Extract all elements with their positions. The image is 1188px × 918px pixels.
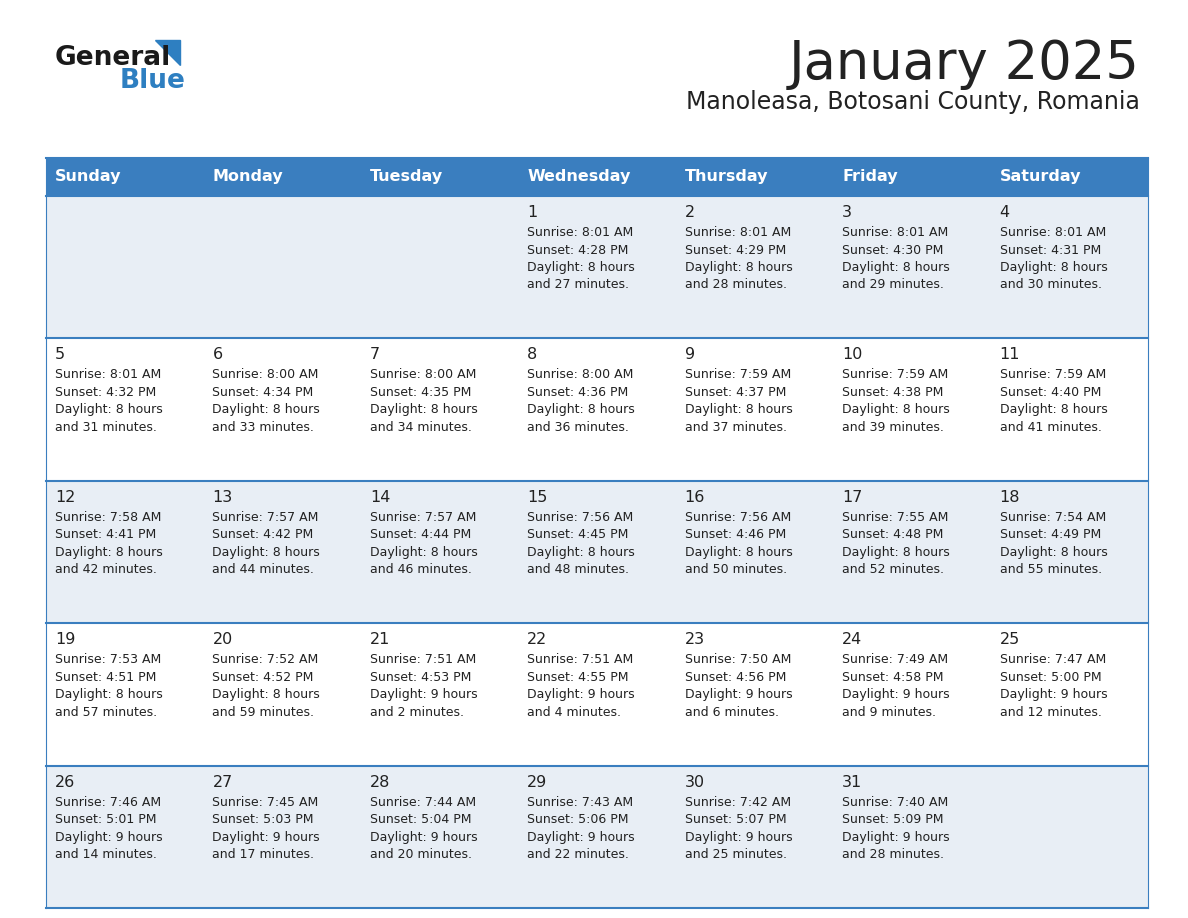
Text: 25: 25 <box>999 633 1019 647</box>
Text: 9: 9 <box>684 347 695 363</box>
Text: Sunrise: 7:57 AM
Sunset: 4:44 PM
Daylight: 8 hours
and 46 minutes.: Sunrise: 7:57 AM Sunset: 4:44 PM Dayligh… <box>369 510 478 577</box>
Text: 5: 5 <box>55 347 65 363</box>
Text: Sunrise: 7:44 AM
Sunset: 5:04 PM
Daylight: 9 hours
and 20 minutes.: Sunrise: 7:44 AM Sunset: 5:04 PM Dayligh… <box>369 796 478 861</box>
Text: 15: 15 <box>527 490 548 505</box>
Text: Sunrise: 7:54 AM
Sunset: 4:49 PM
Daylight: 8 hours
and 55 minutes.: Sunrise: 7:54 AM Sunset: 4:49 PM Dayligh… <box>999 510 1107 577</box>
Text: Sunrise: 8:01 AM
Sunset: 4:29 PM
Daylight: 8 hours
and 28 minutes.: Sunrise: 8:01 AM Sunset: 4:29 PM Dayligh… <box>684 226 792 292</box>
Text: Sunrise: 7:59 AM
Sunset: 4:37 PM
Daylight: 8 hours
and 37 minutes.: Sunrise: 7:59 AM Sunset: 4:37 PM Dayligh… <box>684 368 792 434</box>
Text: Sunrise: 8:00 AM
Sunset: 4:34 PM
Daylight: 8 hours
and 33 minutes.: Sunrise: 8:00 AM Sunset: 4:34 PM Dayligh… <box>213 368 321 434</box>
Bar <box>46 481 1148 623</box>
Text: Sunrise: 7:59 AM
Sunset: 4:38 PM
Daylight: 8 hours
and 39 minutes.: Sunrise: 7:59 AM Sunset: 4:38 PM Dayligh… <box>842 368 950 434</box>
Text: 6: 6 <box>213 347 222 363</box>
Bar <box>676 158 833 196</box>
Text: Sunrise: 7:49 AM
Sunset: 4:58 PM
Daylight: 9 hours
and 9 minutes.: Sunrise: 7:49 AM Sunset: 4:58 PM Dayligh… <box>842 654 949 719</box>
Text: General: General <box>55 45 171 71</box>
Bar <box>991 158 1148 196</box>
Text: 3: 3 <box>842 205 852 220</box>
Text: Sunrise: 7:40 AM
Sunset: 5:09 PM
Daylight: 9 hours
and 28 minutes.: Sunrise: 7:40 AM Sunset: 5:09 PM Dayligh… <box>842 796 949 861</box>
Text: Sunday: Sunday <box>55 170 121 185</box>
Text: Sunrise: 7:50 AM
Sunset: 4:56 PM
Daylight: 9 hours
and 6 minutes.: Sunrise: 7:50 AM Sunset: 4:56 PM Dayligh… <box>684 654 792 719</box>
Bar <box>46 339 1148 481</box>
Text: 16: 16 <box>684 490 706 505</box>
Text: Sunrise: 7:51 AM
Sunset: 4:53 PM
Daylight: 9 hours
and 2 minutes.: Sunrise: 7:51 AM Sunset: 4:53 PM Dayligh… <box>369 654 478 719</box>
Text: Sunrise: 7:45 AM
Sunset: 5:03 PM
Daylight: 9 hours
and 17 minutes.: Sunrise: 7:45 AM Sunset: 5:03 PM Dayligh… <box>213 796 320 861</box>
Text: 11: 11 <box>999 347 1020 363</box>
Text: 12: 12 <box>55 490 75 505</box>
Text: Sunrise: 7:55 AM
Sunset: 4:48 PM
Daylight: 8 hours
and 52 minutes.: Sunrise: 7:55 AM Sunset: 4:48 PM Dayligh… <box>842 510 950 577</box>
Text: 14: 14 <box>369 490 390 505</box>
Text: 22: 22 <box>527 633 548 647</box>
Text: Sunrise: 8:01 AM
Sunset: 4:32 PM
Daylight: 8 hours
and 31 minutes.: Sunrise: 8:01 AM Sunset: 4:32 PM Dayligh… <box>55 368 163 434</box>
Text: Sunrise: 7:42 AM
Sunset: 5:07 PM
Daylight: 9 hours
and 25 minutes.: Sunrise: 7:42 AM Sunset: 5:07 PM Dayligh… <box>684 796 792 861</box>
Text: Sunrise: 7:43 AM
Sunset: 5:06 PM
Daylight: 9 hours
and 22 minutes.: Sunrise: 7:43 AM Sunset: 5:06 PM Dayligh… <box>527 796 634 861</box>
Bar <box>46 766 1148 908</box>
Text: Sunrise: 8:00 AM
Sunset: 4:35 PM
Daylight: 8 hours
and 34 minutes.: Sunrise: 8:00 AM Sunset: 4:35 PM Dayligh… <box>369 368 478 434</box>
Text: 13: 13 <box>213 490 233 505</box>
Text: 17: 17 <box>842 490 862 505</box>
Bar <box>46 158 203 196</box>
Text: 7: 7 <box>369 347 380 363</box>
Text: Sunrise: 7:46 AM
Sunset: 5:01 PM
Daylight: 9 hours
and 14 minutes.: Sunrise: 7:46 AM Sunset: 5:01 PM Dayligh… <box>55 796 163 861</box>
Text: 4: 4 <box>999 205 1010 220</box>
Text: Manoleasa, Botosani County, Romania: Manoleasa, Botosani County, Romania <box>687 90 1140 114</box>
Text: Sunrise: 8:01 AM
Sunset: 4:28 PM
Daylight: 8 hours
and 27 minutes.: Sunrise: 8:01 AM Sunset: 4:28 PM Dayligh… <box>527 226 636 292</box>
Text: Sunrise: 7:56 AM
Sunset: 4:45 PM
Daylight: 8 hours
and 48 minutes.: Sunrise: 7:56 AM Sunset: 4:45 PM Dayligh… <box>527 510 636 577</box>
Text: Sunrise: 7:58 AM
Sunset: 4:41 PM
Daylight: 8 hours
and 42 minutes.: Sunrise: 7:58 AM Sunset: 4:41 PM Dayligh… <box>55 510 163 577</box>
Text: 18: 18 <box>999 490 1020 505</box>
Text: Sunrise: 7:59 AM
Sunset: 4:40 PM
Daylight: 8 hours
and 41 minutes.: Sunrise: 7:59 AM Sunset: 4:40 PM Dayligh… <box>999 368 1107 434</box>
Text: 19: 19 <box>55 633 75 647</box>
Text: Saturday: Saturday <box>999 170 1081 185</box>
Text: Sunrise: 7:53 AM
Sunset: 4:51 PM
Daylight: 8 hours
and 57 minutes.: Sunrise: 7:53 AM Sunset: 4:51 PM Dayligh… <box>55 654 163 719</box>
Bar <box>46 623 1148 766</box>
Text: Tuesday: Tuesday <box>369 170 443 185</box>
Polygon shape <box>154 40 181 65</box>
Text: 31: 31 <box>842 775 862 789</box>
Text: Sunrise: 7:57 AM
Sunset: 4:42 PM
Daylight: 8 hours
and 44 minutes.: Sunrise: 7:57 AM Sunset: 4:42 PM Dayligh… <box>213 510 321 577</box>
Text: 27: 27 <box>213 775 233 789</box>
Text: 23: 23 <box>684 633 704 647</box>
Text: 2: 2 <box>684 205 695 220</box>
Bar <box>46 196 1148 339</box>
Text: 1: 1 <box>527 205 537 220</box>
Text: Monday: Monday <box>213 170 283 185</box>
Text: Friday: Friday <box>842 170 898 185</box>
Text: Sunrise: 7:47 AM
Sunset: 5:00 PM
Daylight: 9 hours
and 12 minutes.: Sunrise: 7:47 AM Sunset: 5:00 PM Dayligh… <box>999 654 1107 719</box>
Text: Blue: Blue <box>120 68 185 94</box>
Text: Sunrise: 8:00 AM
Sunset: 4:36 PM
Daylight: 8 hours
and 36 minutes.: Sunrise: 8:00 AM Sunset: 4:36 PM Dayligh… <box>527 368 636 434</box>
Text: Thursday: Thursday <box>684 170 769 185</box>
Text: 20: 20 <box>213 633 233 647</box>
Bar <box>203 158 361 196</box>
Text: 29: 29 <box>527 775 548 789</box>
Text: 28: 28 <box>369 775 390 789</box>
Text: 8: 8 <box>527 347 537 363</box>
Bar <box>833 158 991 196</box>
Text: January 2025: January 2025 <box>789 38 1140 90</box>
Text: Sunrise: 7:51 AM
Sunset: 4:55 PM
Daylight: 9 hours
and 4 minutes.: Sunrise: 7:51 AM Sunset: 4:55 PM Dayligh… <box>527 654 634 719</box>
Text: 21: 21 <box>369 633 390 647</box>
Bar <box>518 158 676 196</box>
Text: 30: 30 <box>684 775 704 789</box>
Text: Sunrise: 8:01 AM
Sunset: 4:31 PM
Daylight: 8 hours
and 30 minutes.: Sunrise: 8:01 AM Sunset: 4:31 PM Dayligh… <box>999 226 1107 292</box>
Text: Wednesday: Wednesday <box>527 170 631 185</box>
Text: Sunrise: 7:56 AM
Sunset: 4:46 PM
Daylight: 8 hours
and 50 minutes.: Sunrise: 7:56 AM Sunset: 4:46 PM Dayligh… <box>684 510 792 577</box>
Text: 10: 10 <box>842 347 862 363</box>
Text: 26: 26 <box>55 775 75 789</box>
Text: 24: 24 <box>842 633 862 647</box>
Text: Sunrise: 8:01 AM
Sunset: 4:30 PM
Daylight: 8 hours
and 29 minutes.: Sunrise: 8:01 AM Sunset: 4:30 PM Dayligh… <box>842 226 950 292</box>
Bar <box>361 158 518 196</box>
Text: Sunrise: 7:52 AM
Sunset: 4:52 PM
Daylight: 8 hours
and 59 minutes.: Sunrise: 7:52 AM Sunset: 4:52 PM Dayligh… <box>213 654 321 719</box>
